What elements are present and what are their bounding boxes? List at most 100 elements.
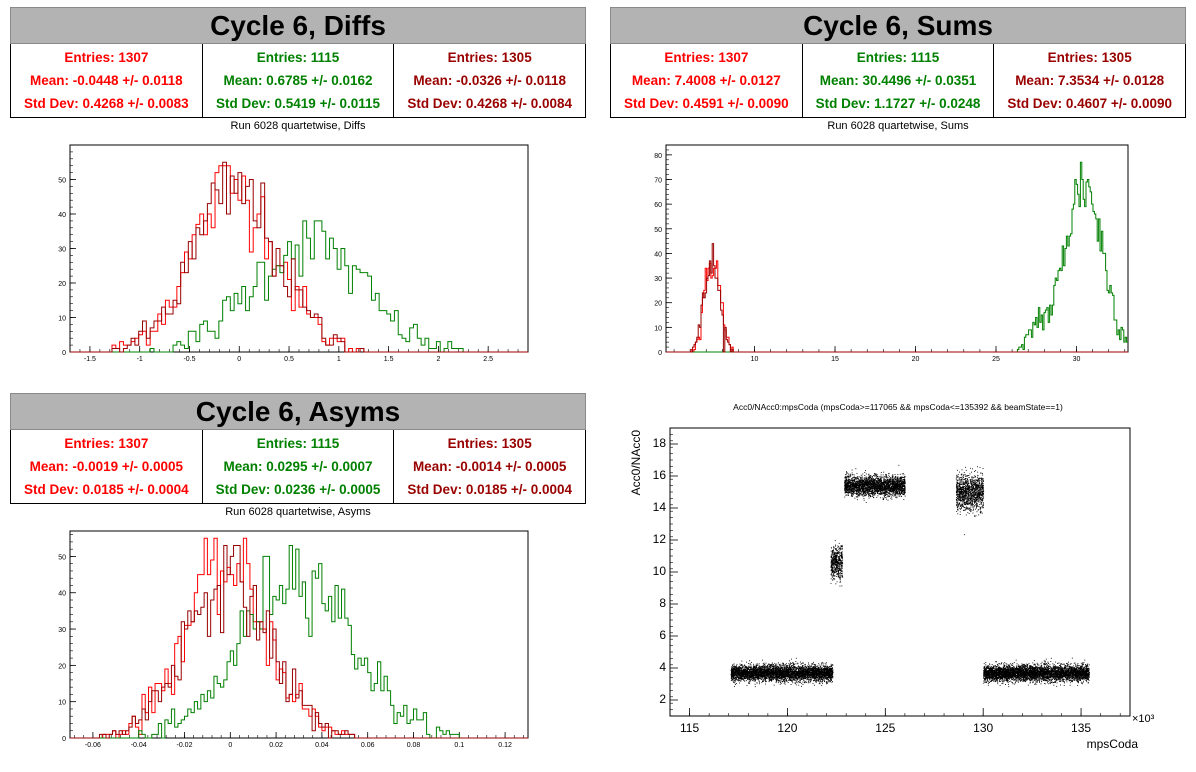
stat-stddev: Std Dev: 0.4607 +/- 0.0090 (1007, 96, 1173, 111)
diffs-stat-darkred: Entries: 1305 Mean: -0.0326 +/- 0.0118 S… (394, 44, 587, 118)
y-tick-label: 30 (58, 247, 66, 254)
x-tick-label: 30 (1073, 356, 1081, 363)
histogram-green-series (666, 161, 1128, 353)
diffs-stat-red: Entries: 1307 Mean: -0.0448 +/- 0.0118 S… (10, 44, 203, 118)
sums-histogram: 10 15 20 25 30 0 10 20 30 40 50 60 70 80 (654, 144, 1129, 363)
histogram-green-series (70, 220, 528, 353)
x-tick-label: 0.02 (269, 742, 283, 749)
y-tick-label: 0 (62, 736, 66, 743)
stat-entries: Entries: 1115 (256, 50, 340, 65)
x-tick-label: 130 (973, 721, 993, 735)
x-tick-label: -0.5 (183, 356, 195, 363)
stat-entries: Entries: 1307 (64, 436, 149, 451)
y-tick-label: 80 (654, 153, 662, 160)
y-tick-label: 40 (58, 212, 66, 219)
asyms-stat-darkred: Entries: 1305 Mean: -0.0014 +/- 0.0005 S… (394, 430, 587, 504)
histogram-darkred-series (70, 161, 528, 353)
histogram-darkred-series (70, 545, 528, 739)
x-tick-label: 135 (1071, 721, 1091, 735)
stat-stddev: Std Dev: 0.0185 +/- 0.0004 (407, 482, 573, 497)
stat-mean: Mean: 0.0295 +/- 0.0007 (223, 459, 373, 474)
x-tick-label: 15 (831, 356, 839, 363)
stat-entries: Entries: 1307 (64, 50, 149, 65)
stat-mean: Mean: 30.4496 +/- 0.0351 (819, 73, 977, 88)
y-tick-label: 50 (58, 178, 66, 185)
stat-entries: Entries: 1307 (664, 50, 749, 65)
y-tick-label: 30 (654, 276, 662, 283)
asyms-stat-green: Entries: 1115 Mean: 0.0295 +/- 0.0007 St… (202, 430, 395, 504)
histogram-green-series (70, 545, 528, 739)
x-tick-label: 0.06 (361, 742, 375, 749)
plot-frame (69, 530, 529, 739)
y-tick-label: 20 (58, 281, 66, 288)
y-tick-label: 10 (58, 700, 66, 707)
x-tick-label: 0.5 (284, 356, 294, 363)
stat-entries: Entries: 1305 (447, 50, 532, 65)
stat-entries: Entries: 1305 (1047, 50, 1132, 65)
stat-mean: Mean: 0.6785 +/- 0.0162 (223, 73, 373, 88)
plot-frame (665, 144, 1129, 353)
stat-stddev: Std Dev: 0.0185 +/- 0.0004 (23, 482, 189, 497)
x-tick-label: 0.1 (454, 742, 464, 749)
diffs-subtitle: Run 6028 quartetwise, Diffs (230, 120, 366, 132)
x-axis-label: mpsCoda (1087, 737, 1139, 751)
y-tick-label: 18 (653, 436, 667, 450)
y-tick-label: 4 (659, 660, 666, 674)
x-tick-label: 0 (237, 356, 241, 363)
histogram-darkred-series (666, 243, 1128, 353)
sums-title: Cycle 6, Sums (610, 7, 1186, 44)
x-tick-label: -0.04 (131, 742, 147, 749)
stat-mean: Mean: 7.3534 +/- 0.0128 (1015, 73, 1165, 88)
asyms-histogram: -0.06 -0.04 -0.02 0 0.02 0.04 0.06 0.08 0.1 0.12 0… (58, 530, 529, 749)
x-tick-label: -0.06 (85, 742, 101, 749)
stat-entries: Entries: 1115 (856, 50, 940, 65)
y-tick-label: 50 (58, 554, 66, 561)
diffs-stats: Entries: 1307 Mean: -0.0448 +/- 0.0118 S… (10, 44, 587, 118)
x-tick-label: -1.5 (84, 356, 96, 363)
x-tick-label: 125 (875, 721, 895, 735)
stat-mean: Mean: -0.0019 +/- 0.0005 (29, 459, 184, 474)
y-tick-label: 70 (654, 178, 662, 185)
sums-subtitle: Run 6028 quartetwise, Sums (827, 120, 969, 132)
scatter-title: Acc0/NAcc0:mpsCoda (mpsCoda>=117065 && m… (733, 402, 1063, 412)
y-tick-label: 30 (58, 627, 66, 634)
stat-stddev: Std Dev: 0.5419 +/- 0.0115 (216, 96, 380, 111)
y-tick-label: 0 (658, 350, 662, 357)
y-tick-label: 50 (654, 227, 662, 234)
y-tick-label: 10 (654, 325, 662, 332)
x-tick-label: 120 (777, 721, 797, 735)
x-tick-label: 0.04 (315, 742, 329, 749)
y-tick-label: 12 (653, 532, 667, 546)
y-tick-label: 10 (58, 316, 66, 323)
diffs-histogram: -1.5 -1 -0.5 0 0.5 1 1.5 2 2.5 0 10 20 30 40 50 (58, 144, 529, 363)
sums-stat-darkred: Entries: 1305 Mean: 7.3534 +/- 0.0128 St… (994, 44, 1187, 118)
diffs-title: Cycle 6, Diffs (10, 7, 586, 44)
x-axis-multiplier: ×10³ (1132, 713, 1155, 725)
x-tick-label: 0.08 (407, 742, 421, 749)
y-tick-label: 40 (654, 251, 662, 258)
asyms-stat-red: Entries: 1307 Mean: -0.0019 +/- 0.0005 S… (10, 430, 203, 504)
x-tick-label: 1.5 (384, 356, 394, 363)
stat-stddev: Std Dev: 1.1727 +/- 0.0248 (815, 96, 981, 111)
y-tick-label: 8 (659, 596, 666, 610)
asyms-subtitle: Run 6028 quartetwise, Asyms (225, 506, 371, 518)
stat-stddev: Std Dev: 0.4268 +/- 0.0083 (23, 96, 189, 111)
y-tick-label: 10 (653, 564, 667, 578)
stat-mean: Mean: -0.0014 +/- 0.0005 (412, 459, 567, 474)
x-tick-label: 2.5 (483, 356, 493, 363)
scatter-plot: 115 120 125 130 135 2 4 6 8 10 12 14 16 18 mpsCoda ×10³… (629, 427, 1155, 751)
y-axis-label: Acc0/NAcc0 (629, 430, 643, 496)
y-tick-label: 6 (659, 628, 666, 642)
y-tick-label: 16 (653, 468, 667, 482)
diffs-stat-green: Entries: 1115 Mean: 0.6785 +/- 0.0162 St… (202, 44, 395, 118)
y-tick-label: 0 (62, 350, 66, 357)
stat-stddev: Std Dev: 0.0236 +/- 0.0005 (215, 482, 381, 497)
stat-stddev: Std Dev: 0.4591 +/- 0.0090 (623, 96, 789, 111)
stat-entries: Entries: 1115 (256, 436, 340, 451)
x-tick-label: 115 (680, 721, 699, 735)
y-tick-label: 2 (659, 692, 666, 706)
histogram-red-series (666, 260, 1128, 353)
asyms-title: Cycle 6, Asyms (10, 393, 586, 430)
x-tick-label: -1 (137, 356, 143, 363)
stat-entries: Entries: 1305 (447, 436, 532, 451)
